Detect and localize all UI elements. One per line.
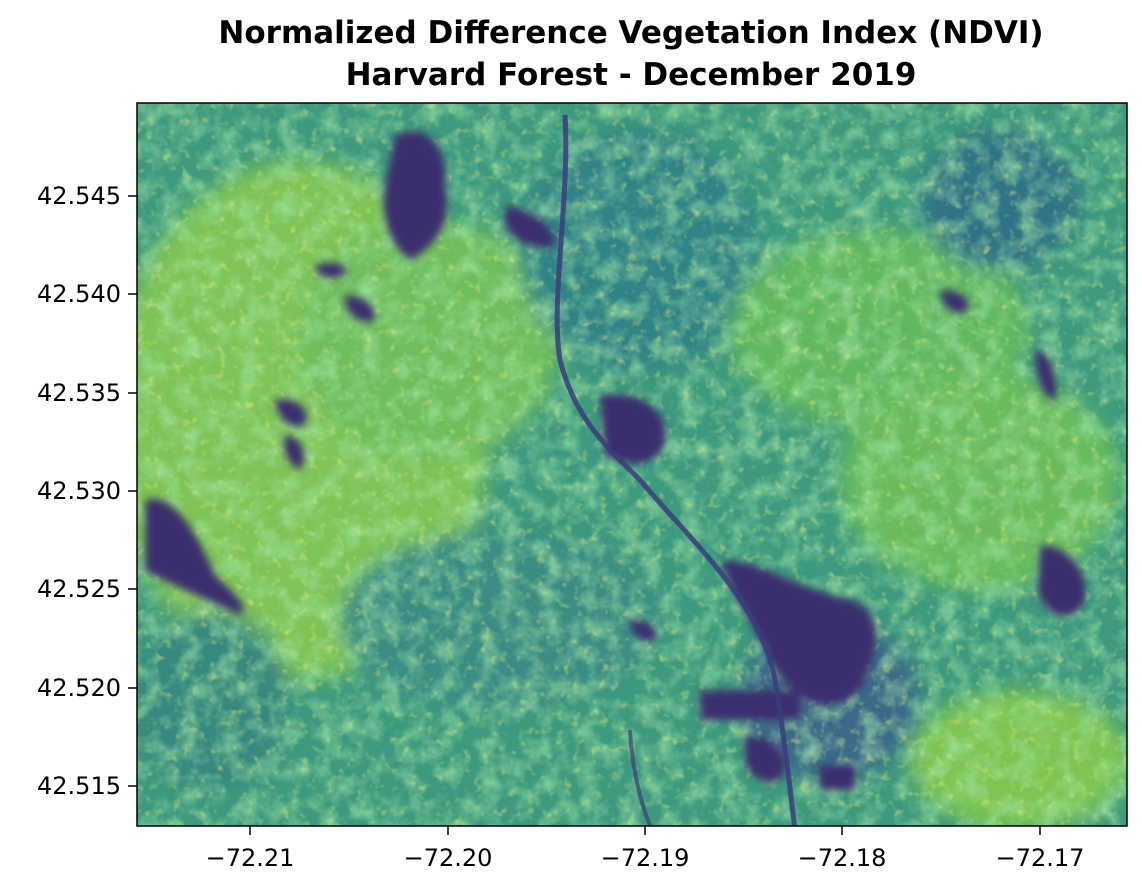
water-bodies [145,131,1086,790]
y-tick-label: 42.525 [37,575,121,603]
x-tick-label: −72.18 [798,844,887,872]
x-tick-label: −72.20 [404,844,493,872]
x-tick-label: −72.17 [996,844,1085,872]
y-tick-label: 42.535 [37,379,121,407]
map-title: Normalized Difference Vegetation Index (… [218,15,1044,51]
map-subtitle: Harvard Forest - December 2019 [345,57,917,93]
x-tick-label: −72.19 [601,844,690,872]
x-axis: −72.21 −72.20 −72.19 −72.18 −72.17 [206,826,1085,872]
map-frame [136,102,1128,827]
y-tick-label: 42.540 [37,280,121,308]
x-tick-label: −72.21 [206,844,295,872]
y-tick-label: 42.515 [37,772,121,800]
y-axis: 42.545 42.540 42.535 42.530 42.525 42.520 42.5… [37,182,137,800]
y-tick-label: 42.520 [37,674,121,702]
ndvi-raster [137,103,1127,826]
y-tick-label: 42.545 [37,182,121,210]
road-line [554,114,798,826]
y-tick-label: 42.530 [37,477,121,505]
